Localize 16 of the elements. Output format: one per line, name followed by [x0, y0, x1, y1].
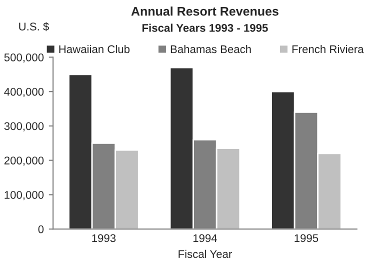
chart-subtitle: Fiscal Years 1993 - 1995 [142, 24, 268, 32]
chart-title: Annual Resort Revenues [131, 6, 278, 16]
legend-label: Hawaiian Club [59, 44, 130, 54]
legend-label: French Riviera [292, 44, 364, 54]
x-tick-label: 1993 [92, 234, 116, 242]
y-tick-label: 300,000 [4, 122, 44, 132]
x-axis-title: Fiscal Year [178, 250, 232, 258]
y-tick-label: 500,000 [4, 53, 44, 63]
y-tick-label: 400,000 [4, 88, 44, 98]
y-tick-label: 0 [38, 225, 44, 234]
y-axis-title: U.S. $ [19, 22, 49, 32]
x-tick-label: 1994 [193, 234, 217, 242]
y-tick-label: 100,000 [4, 190, 44, 200]
y-tick-label: 200,000 [4, 156, 44, 166]
x-tick-label: 1995 [294, 234, 318, 242]
legend-label: Bahamas Beach [170, 44, 251, 54]
